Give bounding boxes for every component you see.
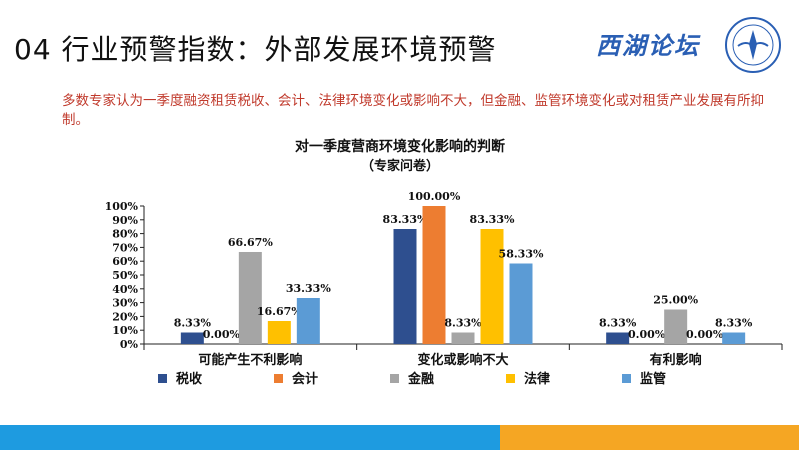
- page-title: 04 行业预警指数：外部发展环境预警: [14, 33, 497, 66]
- legend-swatch: [506, 374, 515, 383]
- bar-4-2: [722, 332, 746, 344]
- bar-2-0: [238, 251, 262, 344]
- data-label: 58.33%: [499, 248, 544, 261]
- legend-swatch: [158, 374, 167, 383]
- legend-label: 监管: [640, 371, 666, 387]
- data-label: 83.33%: [470, 213, 515, 226]
- data-label: 33.33%: [286, 282, 331, 295]
- legend-label: 会计: [292, 371, 318, 387]
- data-label: 83.33%: [383, 213, 428, 226]
- y-tick-label: 30%: [112, 297, 138, 310]
- bar-0-2: [606, 332, 630, 344]
- bar-1-1: [422, 206, 446, 344]
- y-tick-label: 60%: [112, 255, 138, 268]
- summary-text: 多数专家认为一季度融资租赁税收、会计、法律环境变化或影响不大，但金融、监管环境变…: [62, 93, 764, 128]
- chart-subtitle: （专家问卷）: [361, 158, 439, 174]
- x-category-label: 变化或影响不大: [417, 352, 508, 368]
- y-tick-label: 90%: [112, 214, 138, 227]
- y-tick-label: 70%: [112, 241, 138, 254]
- legend-label: 法律: [524, 371, 550, 387]
- y-tick-label: 50%: [112, 269, 138, 282]
- y-tick-label: 20%: [112, 310, 138, 323]
- legend-label: 金融: [407, 371, 434, 387]
- data-label: 8.33%: [599, 317, 637, 330]
- footer-bar-right: [500, 425, 799, 450]
- bar-0-1: [393, 229, 417, 344]
- data-label: 66.67%: [228, 236, 273, 249]
- y-tick-label: 80%: [112, 228, 138, 241]
- logo-seal-icon: [725, 17, 781, 73]
- data-label: 8.33%: [715, 317, 753, 330]
- chart-title: 对一季度营商环境变化影响的判断: [295, 138, 505, 155]
- y-tick-label: 40%: [112, 283, 138, 296]
- x-category-label: 可能产生不利影响: [198, 352, 302, 368]
- bar-3-1: [480, 229, 504, 344]
- bar-4-0: [296, 298, 320, 344]
- legend-label: 税收: [176, 371, 203, 387]
- logo-text: 西湖论坛: [596, 31, 700, 60]
- footer-bar-left: [0, 425, 500, 450]
- bar-0-0: [180, 332, 204, 344]
- bar-4-1: [509, 263, 533, 344]
- data-label: 100.00%: [408, 190, 461, 203]
- legend-swatch: [274, 374, 283, 383]
- bar-3-0: [267, 320, 291, 344]
- data-label: 16.67%: [257, 305, 302, 318]
- bar-2-1: [451, 332, 475, 344]
- data-label: 0.00%: [686, 328, 724, 341]
- x-category-label: 有利影响: [650, 352, 702, 368]
- data-label: 25.00%: [653, 294, 698, 307]
- legend-swatch: [622, 374, 631, 383]
- bar-2-2: [664, 309, 688, 344]
- data-label: 8.33%: [444, 317, 482, 330]
- data-label: 0.00%: [203, 328, 241, 341]
- y-tick-label: 10%: [112, 324, 138, 337]
- y-tick-label: 0%: [120, 338, 139, 351]
- data-label: 8.33%: [174, 317, 212, 330]
- y-tick-label: 100%: [105, 200, 139, 213]
- legend-swatch: [390, 374, 399, 383]
- data-label: 0.00%: [628, 328, 666, 341]
